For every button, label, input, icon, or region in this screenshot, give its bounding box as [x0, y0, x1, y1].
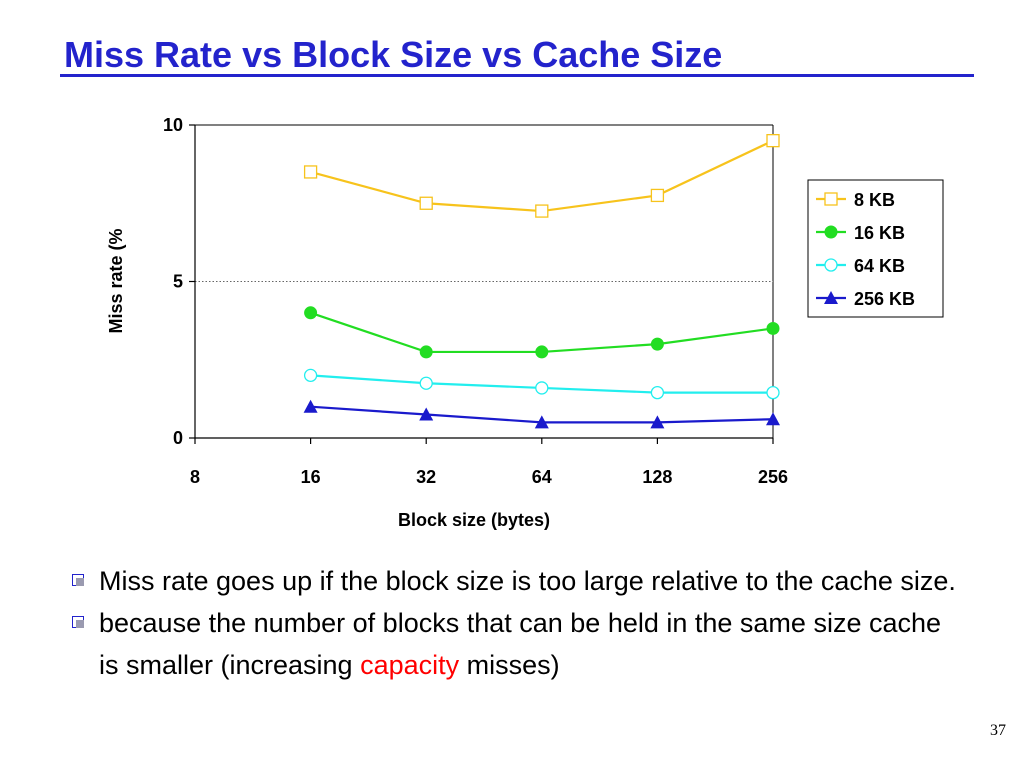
legend-entry: 64 KB	[854, 256, 905, 276]
y-axis-label: Miss rate (%	[106, 228, 126, 333]
data-point	[650, 415, 665, 429]
y-tick-label: 5	[173, 272, 183, 292]
data-point	[766, 385, 780, 400]
data-point	[419, 407, 434, 421]
data-point	[303, 368, 318, 383]
x-tick-label: 8	[190, 467, 200, 487]
data-point	[419, 345, 433, 359]
y-tick-label: 0	[173, 428, 183, 448]
x-tick-label: 16	[301, 467, 321, 487]
data-point	[650, 385, 665, 400]
x-tick-label: 32	[416, 467, 436, 487]
slide-number: 37	[990, 722, 1006, 739]
y-tick-label: 10	[163, 115, 183, 135]
data-point	[303, 399, 318, 413]
data-point	[766, 412, 780, 426]
data-point	[304, 306, 318, 320]
square-bullet-icon	[72, 616, 84, 628]
data-point	[303, 165, 318, 179]
data-point	[650, 188, 665, 203]
slide-title: Miss Rate vs Block Size vs Cache Size	[64, 34, 723, 75]
data-point	[535, 345, 549, 359]
legend-swatch-marker	[824, 192, 838, 206]
square-bullet-icon	[72, 574, 84, 586]
data-point	[650, 337, 664, 351]
legend-entry: 16 KB	[854, 223, 905, 243]
data-point	[535, 204, 549, 218]
legend-swatch-marker	[824, 291, 838, 304]
bullet-text: Miss rate goes up if the block size is t…	[99, 566, 956, 596]
x-axis-label: Block size (bytes)	[398, 510, 550, 530]
bullet-item: because the number of blocks that can be…	[66, 602, 966, 686]
data-point	[419, 376, 433, 390]
legend-entry: 8 KB	[854, 190, 895, 210]
x-tick-label: 128	[642, 467, 672, 487]
bullet-text: because the number of blocks that can be…	[99, 608, 942, 680]
data-point	[535, 381, 549, 395]
series-line	[310, 139, 774, 213]
legend-entry: 256 KB	[854, 289, 915, 309]
x-tick-label: 256	[758, 467, 788, 487]
data-point	[419, 196, 433, 210]
legend-swatch-marker	[824, 258, 838, 272]
highlighted-word: capacity	[360, 650, 460, 680]
data-point	[766, 133, 780, 148]
data-point	[766, 321, 780, 335]
legend-swatch-marker	[824, 225, 838, 239]
x-tick-label: 64	[532, 467, 552, 487]
bullet-text-end: misses)	[459, 650, 560, 680]
bullet-list: Miss rate goes up if the block size is t…	[66, 560, 966, 686]
data-point	[534, 415, 549, 429]
miss-rate-chart: 0 5 10 8 16 32 64 128 256 Block size (bytes) Miss …	[106, 115, 944, 530]
bullet-item: Miss rate goes up if the block size is t…	[66, 560, 966, 602]
title-underline	[60, 74, 974, 77]
